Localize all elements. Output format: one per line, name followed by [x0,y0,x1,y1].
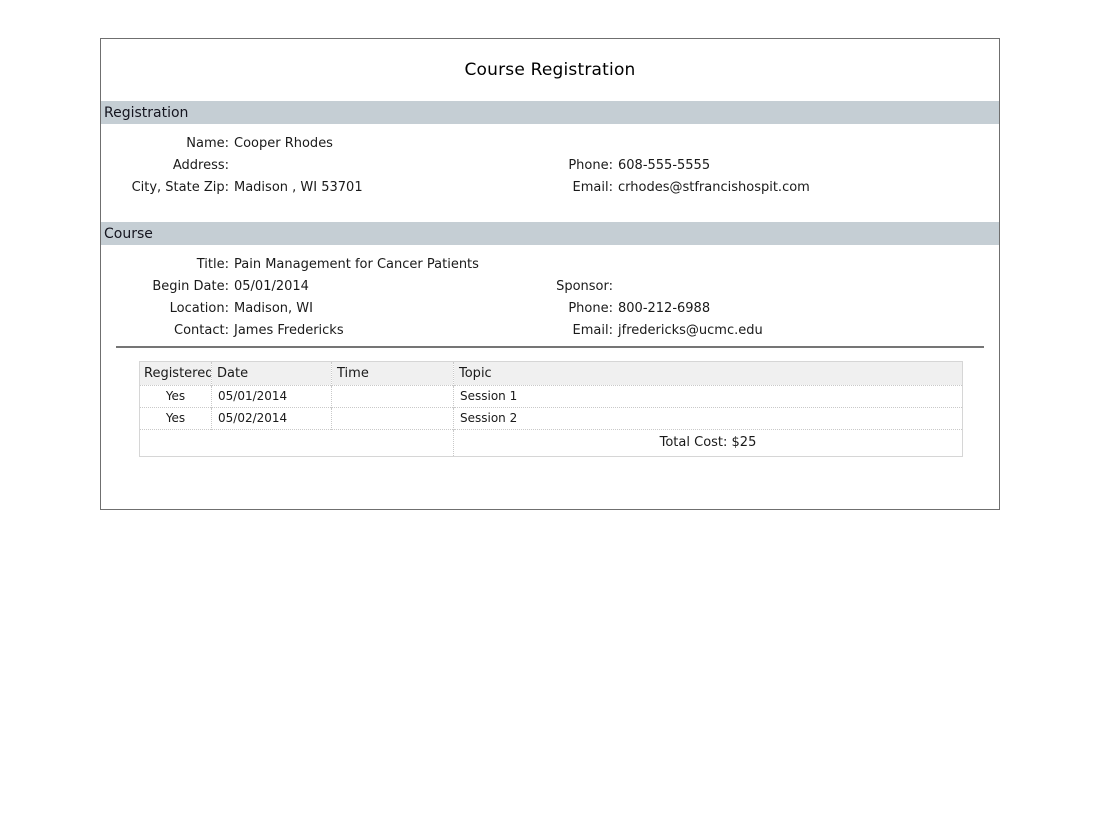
sessions-table-footer-row: Total Cost: $25 [139,429,963,457]
session-row: Yes 05/02/2014 Session 2 [139,407,963,430]
registration-row-city-email: City, State Zip: Madison , WI 53701 Emai… [101,176,999,198]
column-header-time: Time [331,361,454,386]
city-state-zip-value: Madison , WI 53701 [234,179,363,195]
course-phone-value: 800-212-6988 [618,300,711,316]
session-row: Yes 05/01/2014 Session 1 [139,385,963,408]
contact-label: Contact: [174,322,229,338]
name-value: Cooper Rhodes [234,135,333,151]
course-email-label: Email: [572,322,613,338]
course-section-header: Course [101,222,999,245]
course-fields: Title: Pain Management for Cancer Patien… [101,245,999,341]
column-header-date: Date [211,361,332,386]
begin-date-value: 05/01/2014 [234,278,309,294]
sessions-table-header-row: Registered Date Time Topic [139,361,963,386]
time-cell [331,407,454,430]
section-divider [116,346,984,348]
city-state-zip-label: City, State Zip: [131,179,229,195]
report-container: Course Registration Registration Name: C… [100,38,1000,510]
course-row-title: Title: Pain Management for Cancer Patien… [101,253,999,275]
registered-cell: Yes [139,385,212,408]
location-label: Location: [169,300,229,316]
topic-cell: Session 1 [453,385,963,408]
registered-cell: Yes [139,407,212,430]
course-title-label: Title: [196,256,229,272]
course-row-contact-email: Contact: James Fredericks Email: jfreder… [101,319,999,341]
registration-fields: Name: Cooper Rhodes Address: Phone: 608-… [101,124,999,222]
column-header-topic: Topic [453,361,963,386]
email-value: crhodes@stfrancishospit.com [618,179,810,195]
begin-date-label: Begin Date: [152,278,229,294]
course-phone-label: Phone: [568,300,613,316]
date-cell: 05/02/2014 [211,407,332,430]
phone-value: 608-555-5555 [618,157,711,173]
sessions-table: Registered Date Time Topic Yes 05/01/201… [139,361,963,457]
footer-spacer-cell [139,429,454,457]
topic-cell: Session 2 [453,407,963,430]
course-title-value: Pain Management for Cancer Patients [234,256,479,272]
registration-section-label: Registration [104,104,189,121]
address-label: Address: [172,157,229,173]
time-cell [331,385,454,408]
registration-row-name: Name: Cooper Rhodes [101,132,999,154]
phone-label: Phone: [568,157,613,173]
course-row-begindate-sponsor: Begin Date: 05/01/2014 Sponsor: [101,275,999,297]
email-label: Email: [572,179,613,195]
registration-row-address-phone: Address: Phone: 608-555-5555 [101,154,999,176]
course-row-location-phone: Location: Madison, WI Phone: 800-212-698… [101,297,999,319]
sponsor-label: Sponsor: [556,278,613,294]
registration-section-header: Registration [101,101,999,124]
total-cost: Total Cost: $25 [453,429,963,457]
course-email-value: jfredericks@ucmc.edu [618,322,763,338]
name-label: Name: [186,135,229,151]
date-cell: 05/01/2014 [211,385,332,408]
page-title: Course Registration [464,60,636,80]
location-value: Madison, WI [234,300,313,316]
course-section-label: Course [104,225,153,242]
column-header-registered: Registered [139,361,212,386]
contact-value: James Fredericks [234,322,344,338]
